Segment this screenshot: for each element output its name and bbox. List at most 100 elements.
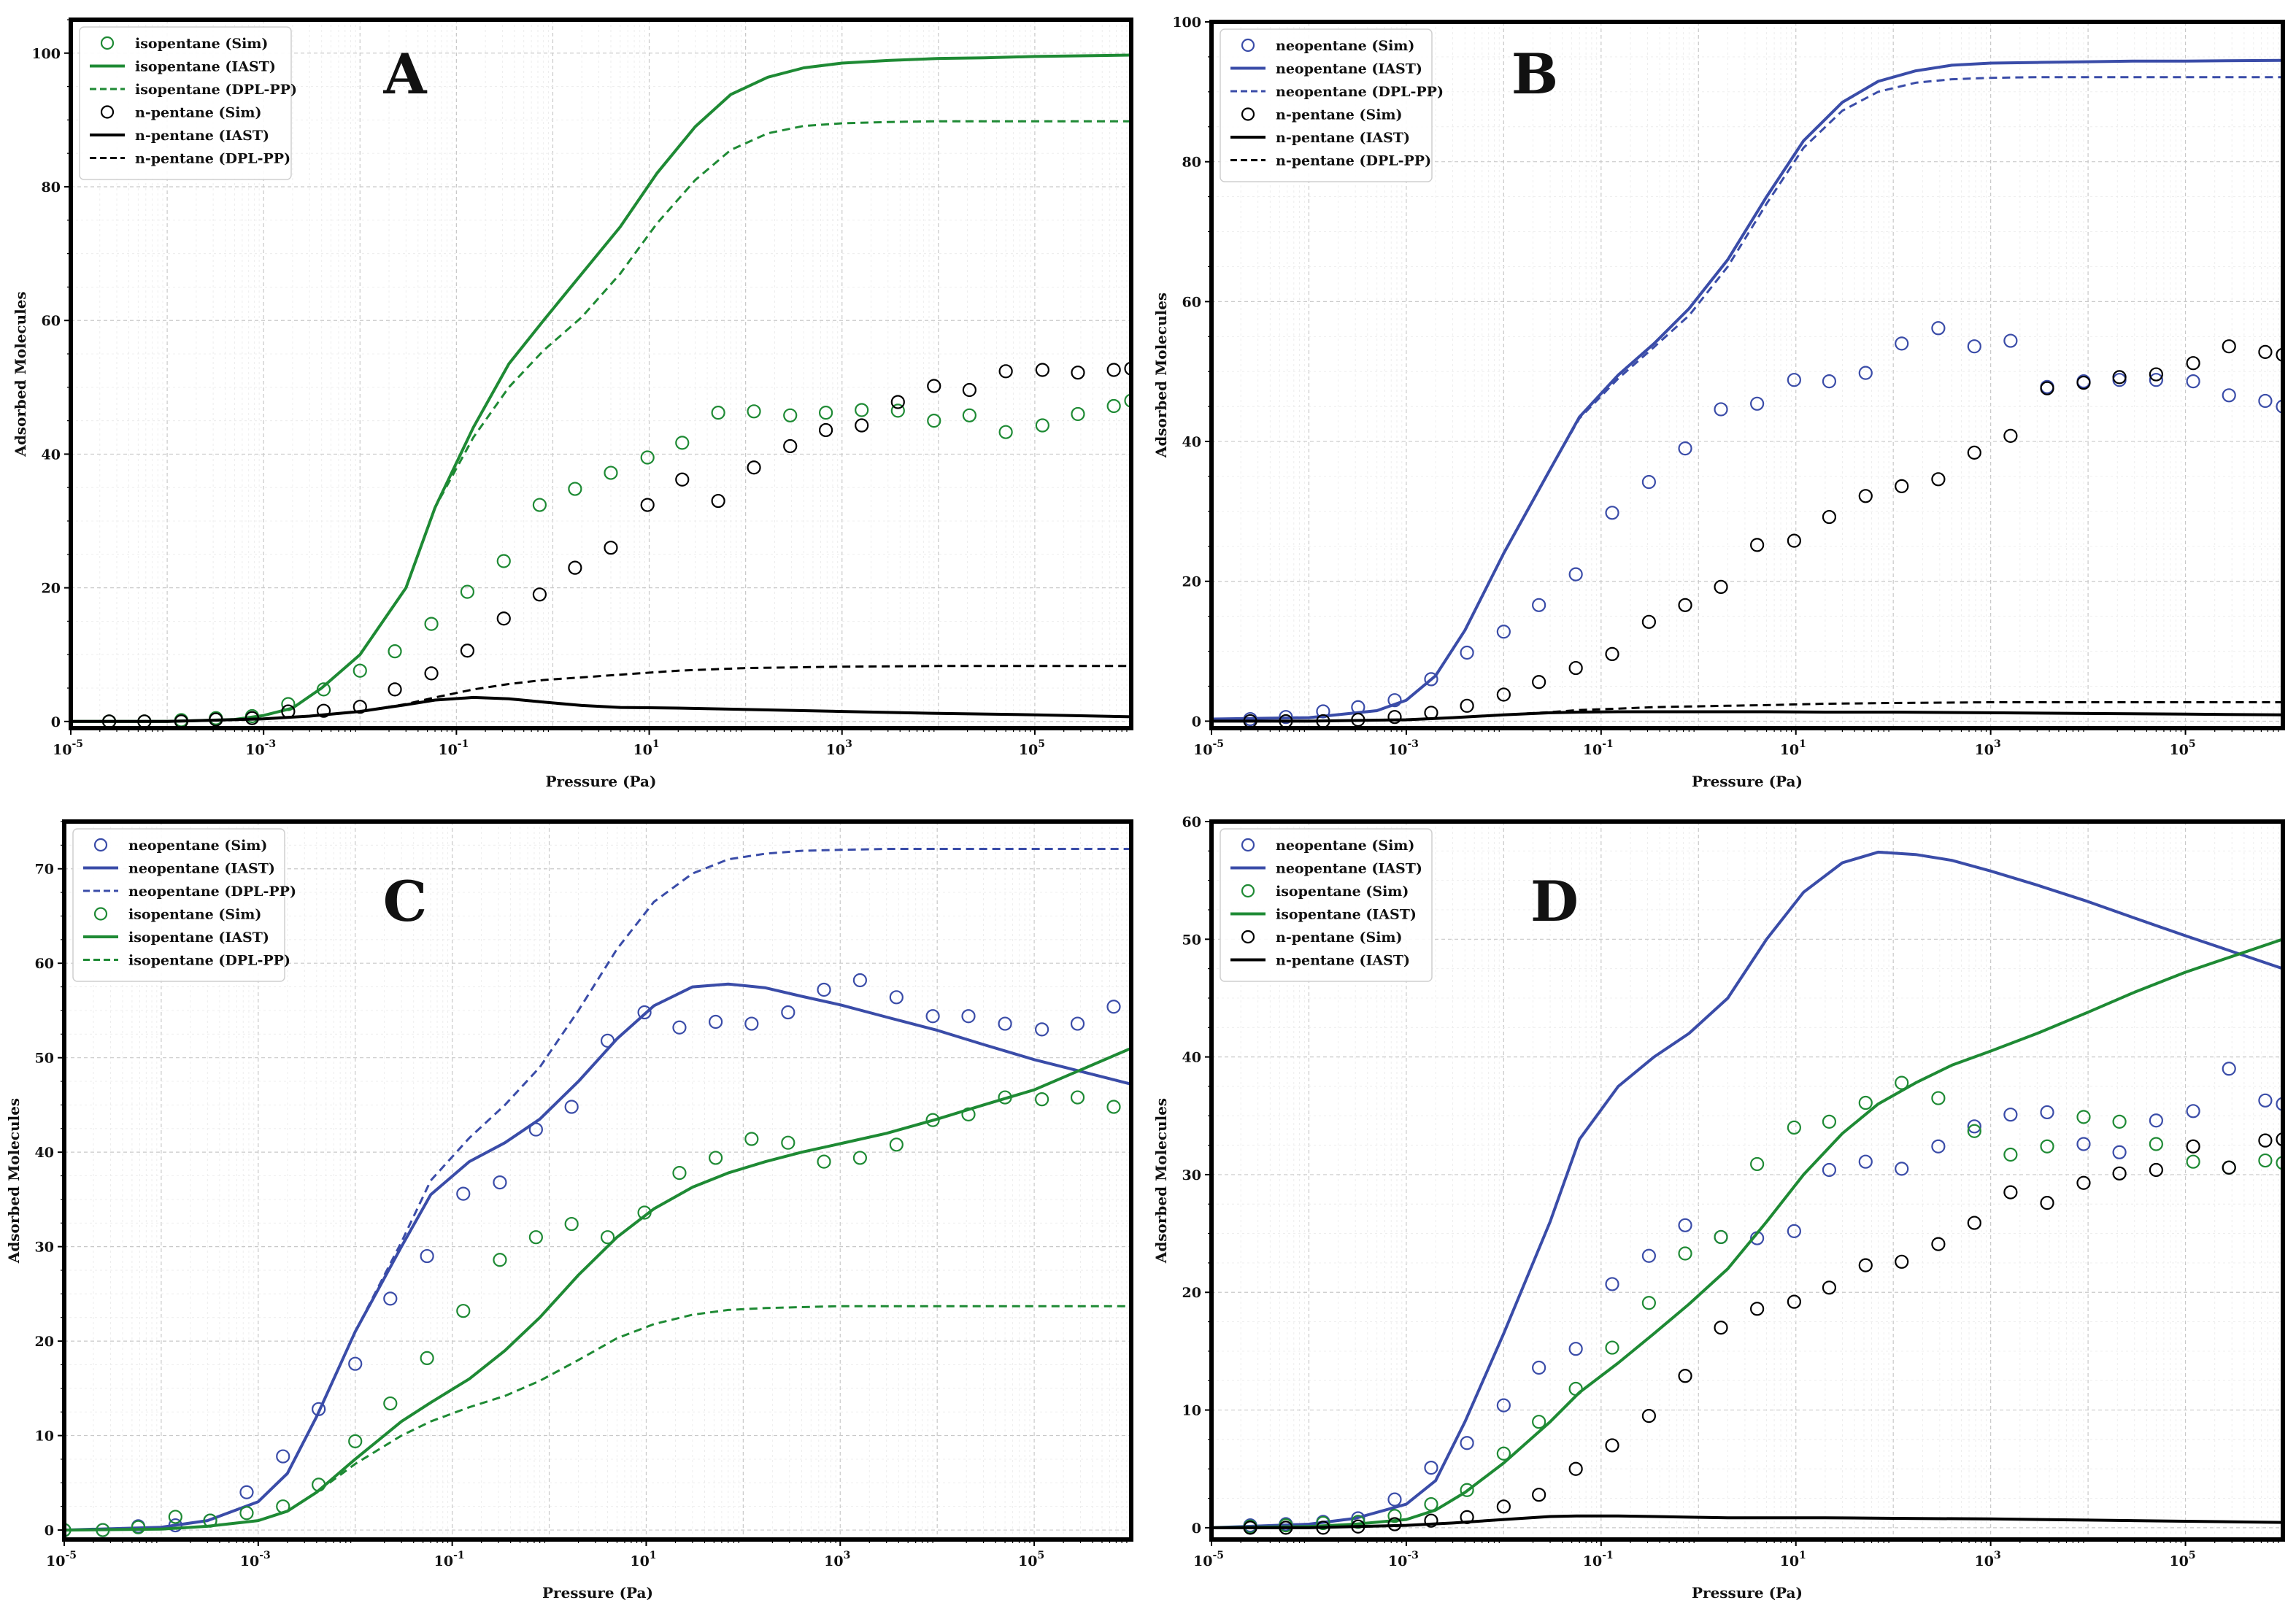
data-point: [962, 408, 976, 422]
data-point: [1931, 1139, 1946, 1154]
x-axis-label: Pressure (Pa): [1692, 1584, 1803, 1602]
data-point: [1496, 687, 1511, 702]
data-point: [1035, 418, 1049, 433]
x-axis-label: Pressure (Pa): [542, 1584, 653, 1602]
data-point: [1070, 1016, 1085, 1031]
data-point: [672, 1166, 687, 1181]
data-point: [348, 1356, 363, 1371]
data-point: [1387, 710, 1402, 725]
data-point: [781, 1005, 795, 1020]
data-point: [131, 1520, 146, 1534]
data-point: [1071, 366, 1085, 380]
legend-marker: [93, 907, 108, 921]
axes-frame: [1209, 20, 2285, 730]
legend-entry: n-pentane (IAST): [90, 128, 269, 144]
data-point: [998, 1016, 1012, 1031]
data-point: [2186, 374, 2200, 389]
y-tick-label: 60: [42, 313, 61, 329]
legend-marker: [1241, 884, 1255, 898]
data-point: [1678, 1246, 1692, 1261]
legend-label: isopentane (DPL-PP): [128, 953, 290, 969]
data-point: [1858, 489, 1873, 503]
panel-label: C: [383, 869, 428, 934]
data-point: [2222, 1062, 2236, 1076]
legend-label: isopentane (IAST): [128, 930, 269, 946]
data-point: [1460, 1436, 1474, 1450]
series-line-neopentane-iast: [1211, 58, 2283, 721]
y-tick-label: 100: [1172, 15, 1201, 31]
data-point: [1750, 1302, 1765, 1316]
legend-entry: neopentane (Sim): [1241, 38, 1414, 54]
legend-label: isopentane (Sim): [135, 36, 268, 52]
data-point: [1787, 1294, 1801, 1309]
data-point: [604, 465, 618, 480]
data-point: [2149, 1113, 2163, 1128]
x-tick-label: 103: [1975, 1550, 2001, 1569]
data-point: [1787, 1120, 1801, 1135]
data-point: [1460, 698, 1474, 713]
data-point: [239, 1485, 254, 1499]
series-line-isopentane-dpl-pp: [71, 120, 1131, 723]
data-point: [1822, 374, 1837, 389]
y-tick-label: 40: [42, 447, 61, 463]
series-line-n-pentane-iast: [1211, 710, 2283, 723]
legend-label: n-pentane (DPL-PP): [135, 151, 290, 167]
data-point: [604, 541, 618, 555]
legend-marker: [100, 36, 115, 50]
data-point: [2076, 375, 2091, 390]
x-tick-label: 10-3: [240, 1550, 271, 1569]
data-point: [1496, 1499, 1511, 1514]
data-point: [460, 584, 475, 599]
y-tick-label: 40: [1182, 1050, 1201, 1066]
legend-entry: isopentane (IAST): [90, 59, 276, 75]
legend-label: neopentane (Sim): [128, 838, 267, 854]
series-line-neopentane-dpl-pp: [1211, 76, 2283, 720]
data-point: [672, 1020, 687, 1035]
series-neopentane-iast: [1211, 850, 2283, 1529]
y-tick-label: 10: [35, 1429, 54, 1445]
data-point: [1895, 336, 1909, 351]
data-point: [420, 1248, 434, 1264]
y-tick-label: 80: [1182, 155, 1201, 171]
series-isopentane-iast: [1211, 938, 2283, 1529]
data-point: [1858, 1095, 1873, 1110]
data-point: [1787, 533, 1801, 548]
data-point: [496, 554, 511, 568]
data-point: [383, 1396, 398, 1411]
data-point: [1424, 1513, 1438, 1528]
x-tick-label: 10-1: [438, 738, 469, 758]
legend-box: [79, 26, 292, 180]
data-point: [1931, 472, 1946, 487]
data-point: [456, 1304, 471, 1318]
series-isopentane-sim: [64, 1090, 1121, 1537]
y-tick-label: 100: [31, 46, 61, 62]
data-point: [817, 982, 831, 997]
data-point: [1496, 625, 1511, 639]
grid: [70, 19, 1132, 728]
data-point: [1822, 1114, 1837, 1129]
data-point: [1895, 479, 1909, 493]
data-point: [1106, 1000, 1121, 1014]
series-n-pentane-iast: [1211, 1514, 2283, 1529]
y-axis: 0 20 40 60 80 100: [1172, 15, 1211, 730]
data-point: [1460, 1483, 1474, 1497]
data-point: [1787, 1224, 1801, 1238]
panel-d: 0 10 20 30 40 50 60 10-5 10-3 10-1 101 103 105 Pressu…: [1152, 814, 2285, 1602]
data-point: [744, 1132, 759, 1146]
legend-entry: isopentane (IAST): [1230, 907, 1417, 923]
data-point: [1931, 321, 1946, 336]
data-point: [2112, 1145, 2127, 1159]
data-point: [1106, 398, 1121, 414]
x-axis-label: Pressure (Pa): [546, 773, 657, 790]
data-point: [747, 404, 761, 419]
y-tick-label: 50: [35, 1051, 54, 1067]
data-point: [424, 617, 439, 631]
data-point: [1967, 1216, 1981, 1230]
data-point: [1070, 1090, 1085, 1105]
data-point: [1035, 1022, 1049, 1037]
data-point: [1106, 363, 1121, 377]
y-tick-label: 30: [1182, 1167, 1201, 1183]
series-neopentane-sim: [64, 973, 1121, 1537]
y-axis: 0 10 20 30 40 50 60: [1182, 814, 1211, 1537]
data-point: [1858, 366, 1873, 380]
